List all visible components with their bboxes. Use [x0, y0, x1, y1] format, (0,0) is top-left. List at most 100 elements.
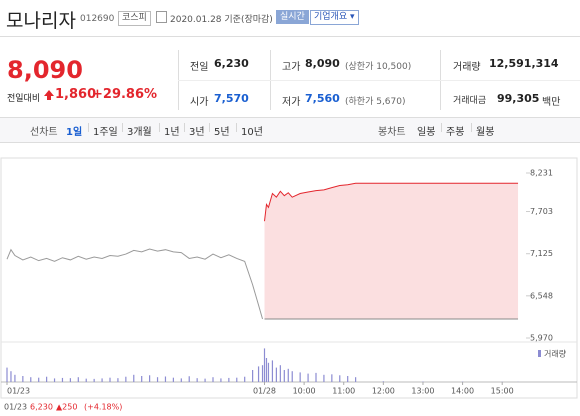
cell-label: 고가: [282, 62, 301, 73]
volume-bar: [261, 365, 264, 382]
legend-swatch: [538, 350, 541, 357]
volume-bar: [22, 376, 24, 382]
volume-bar: [315, 372, 317, 382]
period-tab[interactable]: 3개월: [127, 127, 152, 138]
tab-bar: [0, 117, 580, 143]
chart: 8,231 7,703 7,125 6,548 5,970 01/23 01/28 10:00…: [0, 157, 578, 412]
volume-bar: [141, 376, 143, 382]
cell-value: 7,570: [214, 92, 249, 105]
volume-bar: [69, 378, 71, 382]
volume-bar: [61, 377, 64, 382]
legend-label: 거래량: [544, 349, 567, 359]
volume-bar: [339, 375, 341, 382]
volume-bar: [10, 371, 12, 382]
footer-close: 6,230: [30, 403, 53, 412]
volume-bar: [156, 377, 159, 382]
cell-note: (하한가 5,670): [345, 97, 406, 107]
divider: [178, 80, 580, 81]
volume-bar: [323, 374, 325, 382]
x-tick-label: 12:00: [372, 387, 395, 396]
volume-bar: [38, 377, 40, 382]
separator: |: [440, 123, 444, 133]
volume-bar: [236, 377, 238, 382]
cell-value: 99,305: [497, 92, 540, 105]
period-tab[interactable]: 5년: [214, 127, 230, 138]
x-tick-label: 01/28: [253, 387, 276, 396]
realtime-button[interactable]: 실시간: [276, 10, 309, 24]
volume-bar: [93, 378, 95, 382]
period-tab[interactable]: 1일: [66, 127, 83, 138]
volume-bar: [275, 367, 277, 382]
volume-bar: [347, 376, 349, 382]
footer-change: ▲250: [56, 403, 77, 412]
volume-bar: [101, 378, 103, 382]
stock-code: 012690: [80, 14, 115, 24]
volume-bar: [77, 377, 79, 382]
volume-bar: [382, 381, 384, 382]
y-tick-label: 7,703: [530, 207, 553, 216]
up-icon: [44, 90, 54, 100]
volume-bar: [257, 366, 260, 382]
cell-unit: 백만: [542, 97, 561, 108]
volume-bar: [6, 367, 8, 382]
company-button[interactable]: 기업개요 ▾: [310, 10, 359, 25]
volume-bar: [299, 372, 301, 382]
plot-frame: [0, 157, 578, 399]
volume-bar: [14, 374, 16, 382]
volume-bar: [228, 377, 230, 382]
y-tick-label: 6,548: [530, 291, 553, 300]
x-tick-label: 01/23: [7, 387, 30, 396]
volume-bar: [212, 377, 214, 382]
separator: |: [158, 123, 162, 133]
volume-bar: [265, 358, 268, 382]
candle-chart-label: 봉차트: [378, 127, 406, 138]
change-label: 전일대비: [7, 94, 41, 104]
separator: |: [470, 123, 474, 133]
company-label: 기업개요: [314, 12, 348, 22]
stock-name: 모나리자: [6, 10, 76, 32]
volume-bar: [53, 378, 56, 382]
price-line: [6, 248, 263, 320]
volume-bar: [220, 378, 222, 382]
period-tab[interactable]: 1년: [164, 127, 180, 138]
volume-bar: [149, 375, 151, 382]
y-tick-label: 7,125: [530, 249, 553, 258]
separator: |: [235, 123, 239, 133]
x-tick-label: 15:00: [491, 387, 514, 396]
period-tab[interactable]: 3년: [189, 127, 205, 138]
volume-bar: [263, 348, 266, 382]
volume-bar: [117, 378, 119, 382]
candle-tab[interactable]: 일봉: [417, 127, 436, 138]
volume-bar: [283, 370, 285, 382]
volume-bar: [196, 378, 198, 382]
x-tick-label: 13:00: [411, 387, 434, 396]
footer-date: 01/23: [4, 403, 27, 412]
price-area: [264, 183, 519, 320]
cell-note: (상한가 10,500): [345, 62, 412, 72]
cell-label: 전일: [190, 62, 209, 73]
separator: |: [121, 123, 125, 133]
cell-label: 거래량: [453, 62, 481, 73]
volume-bar: [279, 365, 281, 382]
period-tab[interactable]: 10년: [241, 127, 263, 138]
volume-bar: [180, 378, 182, 382]
volume-bar: [204, 378, 206, 382]
volume-bar: [30, 377, 32, 382]
volume-bar: [188, 376, 190, 382]
candle-tab[interactable]: 주봉: [446, 127, 465, 138]
footer-rate: (+4.18%): [84, 403, 122, 412]
market-badge: 코스피: [118, 11, 151, 26]
period-tab[interactable]: 1주일: [93, 127, 118, 138]
separator: |: [208, 123, 212, 133]
change-rate: +29.86%: [92, 87, 158, 102]
volume-bar: [307, 373, 309, 382]
y-tick-label: 5,970: [530, 334, 553, 343]
volume-bar: [331, 374, 333, 382]
volume-bar: [291, 371, 293, 382]
candle-tab[interactable]: 월봉: [476, 127, 495, 138]
separator: |: [87, 123, 91, 133]
volume-bar: [172, 377, 174, 382]
cell-value: 7,560: [305, 92, 340, 105]
volume-bar: [287, 368, 289, 382]
